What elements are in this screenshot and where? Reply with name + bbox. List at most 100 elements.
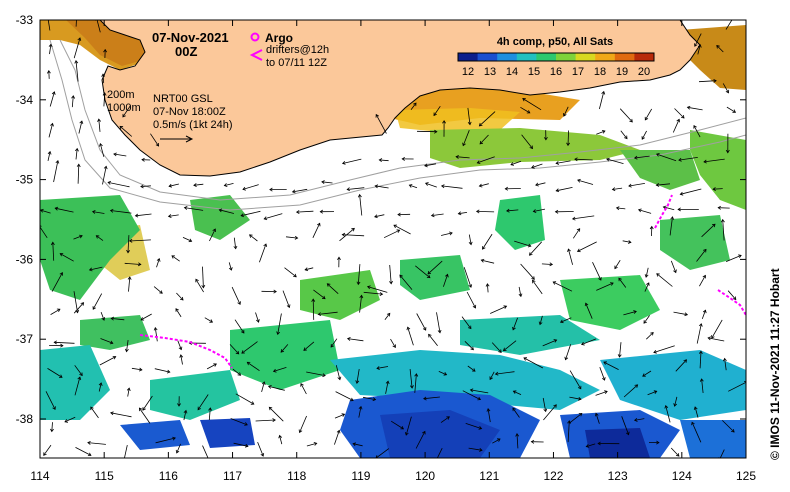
current-vector [46,70,51,79]
current-vector [183,409,188,421]
current-vector [567,420,572,443]
colorbar-tick-label: 14 [506,66,518,78]
current-vector [712,187,723,191]
current-vector [555,160,571,165]
current-vector [521,134,533,150]
current-vector [436,312,442,334]
current-vector [355,369,360,384]
current-vector [467,365,476,372]
current-vector [334,429,341,445]
current-vector [295,210,314,214]
current-vector [699,274,706,287]
current-vector [619,108,633,123]
current-vector [193,183,204,187]
current-vector [686,105,703,111]
current-vector [124,340,129,353]
current-vector [330,338,338,348]
current-vector [552,281,573,292]
current-vector [415,265,431,279]
current-vector [75,447,92,456]
current-vector [596,130,606,135]
current-vector [154,368,171,374]
colorbar-tick-label: 12 [462,66,474,78]
current-vector [675,359,687,372]
lon-tick-label: 124 [672,469,692,483]
current-scale: 0.5m/s (1kt 24h) [153,119,232,131]
lat-tick-label: -37 [16,332,34,346]
colorbar-segment [497,53,518,61]
drifters-line2: to 07/11 12Z [266,57,327,69]
current-vector [467,107,472,126]
current-vector [707,336,725,342]
lon-tick-label: 117 [223,469,242,483]
current-vector [59,253,74,262]
current-vector [119,125,133,137]
current-vector [475,209,495,214]
current-vector [530,439,544,444]
current-vector [424,163,437,168]
current-vector [153,326,158,342]
lat-tick-label: -34 [16,93,34,107]
current-vector [228,262,233,271]
axes: 114 115 116 117 118 119 120 121 122 123 124 125 -33 -… [16,13,757,483]
current-vector [182,237,193,243]
current-vector [49,343,64,348]
current-vector [48,43,53,55]
current-vector [486,408,491,423]
current-vector [131,367,143,372]
current-vector [699,378,704,394]
current-vector [175,308,182,318]
current-vector [126,387,131,397]
current-vector [644,267,649,278]
current-vector [644,282,650,292]
current-vector [53,159,60,183]
current-vector [542,339,558,347]
current-vector [564,344,572,361]
current-vector [535,182,546,187]
current-vector [359,294,364,313]
current-vector [722,357,727,371]
current-vector [208,407,213,421]
current-vector [261,289,277,294]
map-time: 00Z [175,44,197,59]
current-vector [408,184,418,189]
current-vector [662,205,675,211]
current-vector [656,273,673,287]
current-vector [141,157,151,162]
current-vector [291,188,308,194]
current-vector [100,338,114,345]
current-vector [599,90,606,110]
current-vector [568,412,583,424]
current-vector [580,338,597,346]
current-vector [303,341,315,351]
current-vector [541,262,554,267]
current-vector [532,208,546,213]
current-vector [241,341,258,354]
current-vector [47,20,51,31]
colorbar-tick-label: 19 [616,66,628,78]
lon-tick-label: 121 [479,469,499,483]
current-vector [319,209,335,214]
current-vector [515,433,520,449]
current-vector [623,384,639,398]
current-vector [50,241,55,261]
current-vector [255,418,276,423]
current-vector [574,157,593,162]
current-vector [414,373,419,393]
current-vector [384,312,391,321]
current-vector [140,313,152,321]
current-vector [313,289,326,300]
current-vector [720,218,725,241]
current-vector [430,213,444,218]
current-vector [480,258,495,264]
isobath-200m [59,39,746,201]
current-vector [599,367,606,381]
credit-text: © IMOS 11-Nov-2021 11:27 Hobart [768,268,782,460]
current-vector [285,235,299,240]
current-vector [113,152,127,157]
current-vector [703,158,725,164]
current-vector [563,106,569,117]
current-vector [678,157,698,162]
current-vector [390,420,405,430]
